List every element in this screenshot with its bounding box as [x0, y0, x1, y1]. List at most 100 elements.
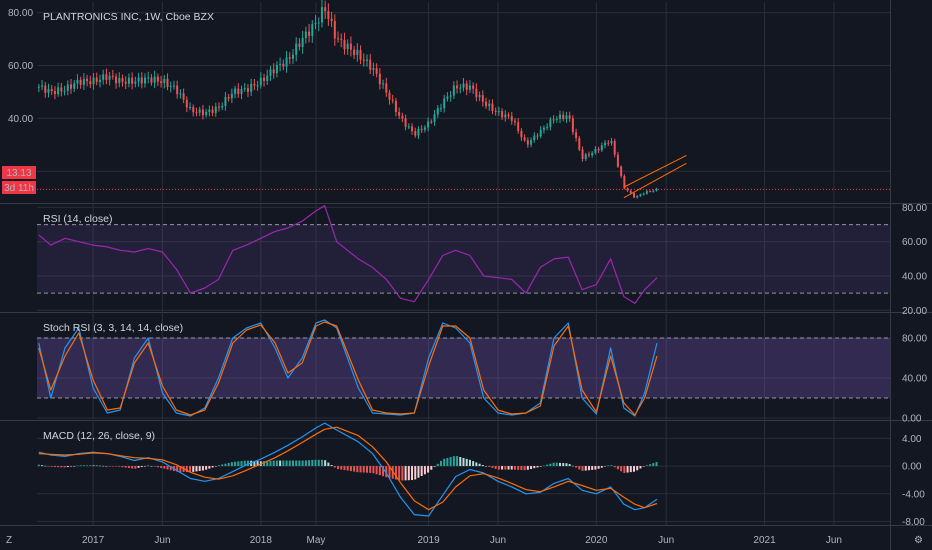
candle-body: [237, 88, 240, 95]
candle-body: [317, 22, 320, 24]
histogram-bar: [224, 463, 227, 467]
histogram-bar: [205, 466, 208, 470]
histogram-bar: [208, 466, 211, 469]
candle-body: [246, 88, 249, 92]
histogram-bar: [517, 466, 520, 470]
histogram-bar: [449, 457, 452, 467]
candle-body: [652, 190, 655, 192]
candle-body: [134, 81, 137, 84]
candle-body: [546, 127, 549, 129]
histogram-bar: [57, 466, 60, 468]
time-tick-label: 2019: [417, 535, 440, 546]
candle-body: [127, 77, 130, 84]
histogram-bar: [472, 461, 475, 467]
histogram-bar: [333, 466, 336, 468]
histogram-bar: [565, 463, 568, 467]
histogram-bar: [356, 466, 359, 473]
candle-body: [575, 132, 578, 139]
y-tick-label: 80.00: [902, 203, 927, 214]
candle-body: [443, 98, 446, 109]
candle-body: [333, 20, 336, 39]
macd-line: [38, 422, 658, 517]
candle-body: [50, 88, 53, 92]
histogram-bar: [291, 460, 294, 467]
y-tick-label: 20.00: [902, 306, 927, 317]
histogram-bar: [156, 466, 159, 468]
candle-body: [645, 191, 648, 194]
histogram-bar: [324, 460, 327, 467]
candle-body: [243, 88, 246, 90]
histogram-bar: [401, 466, 404, 481]
candle-body: [507, 114, 510, 117]
candle-body: [407, 126, 410, 128]
histogram-bar: [423, 466, 426, 475]
candle-body: [452, 85, 455, 96]
histogram-bar: [391, 466, 394, 479]
time-tick-label: 2017: [82, 535, 105, 546]
candle-body: [378, 73, 381, 85]
candle-body: [169, 85, 172, 87]
candle-body: [111, 75, 114, 77]
candle-body: [636, 196, 639, 198]
histogram-bar: [542, 465, 545, 467]
histogram-bar: [169, 466, 172, 471]
candle-body: [192, 107, 195, 113]
candle-body: [491, 103, 494, 111]
histogram-bar: [501, 466, 504, 470]
histogram-bar: [121, 466, 124, 468]
candle-body: [449, 95, 452, 97]
histogram-bar: [298, 460, 301, 467]
histogram-bar: [47, 466, 50, 467]
histogram-bar: [63, 466, 66, 468]
candle-body: [610, 141, 613, 144]
histogram-bar: [140, 466, 143, 467]
candle-body: [37, 86, 40, 88]
y-tick-label: 4.00: [902, 434, 922, 445]
histogram-bar: [459, 457, 462, 467]
time-axis[interactable]: 2017 Jun 2018 May 2019 Jun 2020 Jun 2021 Jun: [82, 535, 842, 546]
histogram-bar: [66, 466, 69, 468]
histogram-bar: [314, 459, 317, 467]
histogram-bar: [578, 466, 581, 470]
histogram-bar: [562, 463, 565, 467]
candle-body: [501, 111, 504, 118]
countdown-label: 3d 11h: [4, 183, 34, 194]
histogram-bar: [427, 466, 430, 473]
candle-body: [124, 81, 127, 84]
histogram-bar: [221, 464, 224, 467]
candle-body: [562, 114, 565, 119]
candle-body: [189, 107, 192, 109]
timezone-icon[interactable]: Z: [6, 535, 12, 546]
histogram-bar: [285, 460, 288, 467]
settings-icon[interactable]: ⚙: [914, 535, 923, 546]
histogram-bar: [446, 457, 449, 467]
histogram-bar: [269, 460, 272, 467]
candle-body: [95, 77, 98, 82]
histogram-bar: [217, 465, 220, 467]
histogram-bar: [655, 462, 658, 467]
macd-title: MACD (12, 26, close, 9): [43, 430, 155, 442]
candle-body: [102, 74, 105, 80]
histogram-bar: [102, 465, 105, 467]
candle-body: [536, 135, 539, 137]
candle-body: [166, 78, 169, 87]
histogram-bar: [633, 466, 636, 472]
histogram-bar: [176, 466, 179, 472]
histogram-bar: [201, 466, 204, 471]
candle-body: [655, 188, 658, 191]
histogram-bar: [108, 466, 111, 467]
candle-body: [430, 121, 433, 123]
histogram-bar: [263, 461, 266, 467]
candle-body: [478, 95, 481, 98]
signal-line: [38, 426, 658, 511]
candle-body: [539, 129, 542, 137]
histogram-bar: [526, 466, 529, 470]
histogram-bar: [504, 466, 507, 470]
histogram-bar: [337, 466, 340, 470]
candle-body: [224, 97, 227, 106]
histogram-bar: [481, 465, 484, 467]
histogram-bar: [507, 466, 510, 470]
candle-body: [327, 11, 330, 19]
candle-body: [649, 191, 652, 193]
